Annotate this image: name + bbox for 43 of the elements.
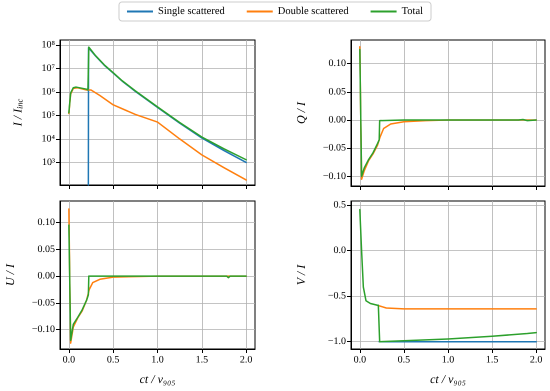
line-series	[68, 86, 247, 181]
x-axis-title: ct / v₉₀₅	[430, 372, 466, 386]
y-tick-label: 10⁸	[42, 39, 56, 50]
y-axis-title: U / I	[3, 263, 17, 286]
y-tick-label: 10⁷	[42, 62, 56, 74]
x-tick-label: 0.0	[354, 354, 366, 366]
y-tick-label: 10⁶	[42, 86, 56, 98]
y-tick-label: 0.05	[38, 244, 55, 255]
line-series	[68, 46, 247, 161]
y-tick-label: 0.5	[334, 200, 346, 211]
x-tick-label: 0.5	[106, 354, 120, 366]
x-tick-label: 1.5	[486, 354, 498, 366]
y-axis-title: I / Iinc	[10, 98, 25, 128]
legend-label: Total	[402, 6, 424, 17]
y-tick-label: 0.00	[328, 114, 346, 126]
y-tick-label: −1.0	[328, 336, 346, 348]
y-tick-label: 10⁵	[42, 110, 55, 121]
x-axis-title: ct / v₉₀₅	[140, 372, 176, 386]
y-tick-label: −0.10	[32, 324, 55, 336]
y-tick-label: 0.0	[334, 245, 346, 256]
line-series	[88, 46, 247, 186]
x-tick-label: 1.5	[196, 354, 208, 366]
y-tick-label: 10⁴	[42, 133, 56, 144]
y-tick-label: −0.10	[322, 170, 346, 182]
x-tick-label: 2.0	[530, 354, 542, 366]
y-tick-label: −0.05	[322, 142, 346, 154]
y-tick-label: 0.05	[328, 86, 346, 98]
y-tick-label: 0.10	[328, 58, 346, 70]
x-tick-label: 1.0	[442, 354, 454, 366]
line-series	[359, 208, 537, 342]
y-tick-label: 0.00	[38, 270, 55, 282]
y-axis-title: V / I	[294, 264, 308, 286]
y-tick-label: 10³	[42, 156, 55, 168]
legend-label: Double scattered	[278, 6, 350, 17]
x-tick-label: 0.0	[62, 354, 76, 366]
y-tick-label: 0.10	[38, 216, 55, 228]
x-tick-label: 1.0	[151, 354, 164, 366]
y-axis-title: Q / I	[294, 101, 308, 124]
legend-label: Single scattered	[158, 6, 226, 17]
y-tick-label: −0.5	[328, 290, 346, 302]
y-tick-label: −0.05	[32, 297, 55, 308]
x-tick-label: 0.5	[398, 354, 410, 366]
x-tick-label: 2.0	[240, 354, 252, 366]
